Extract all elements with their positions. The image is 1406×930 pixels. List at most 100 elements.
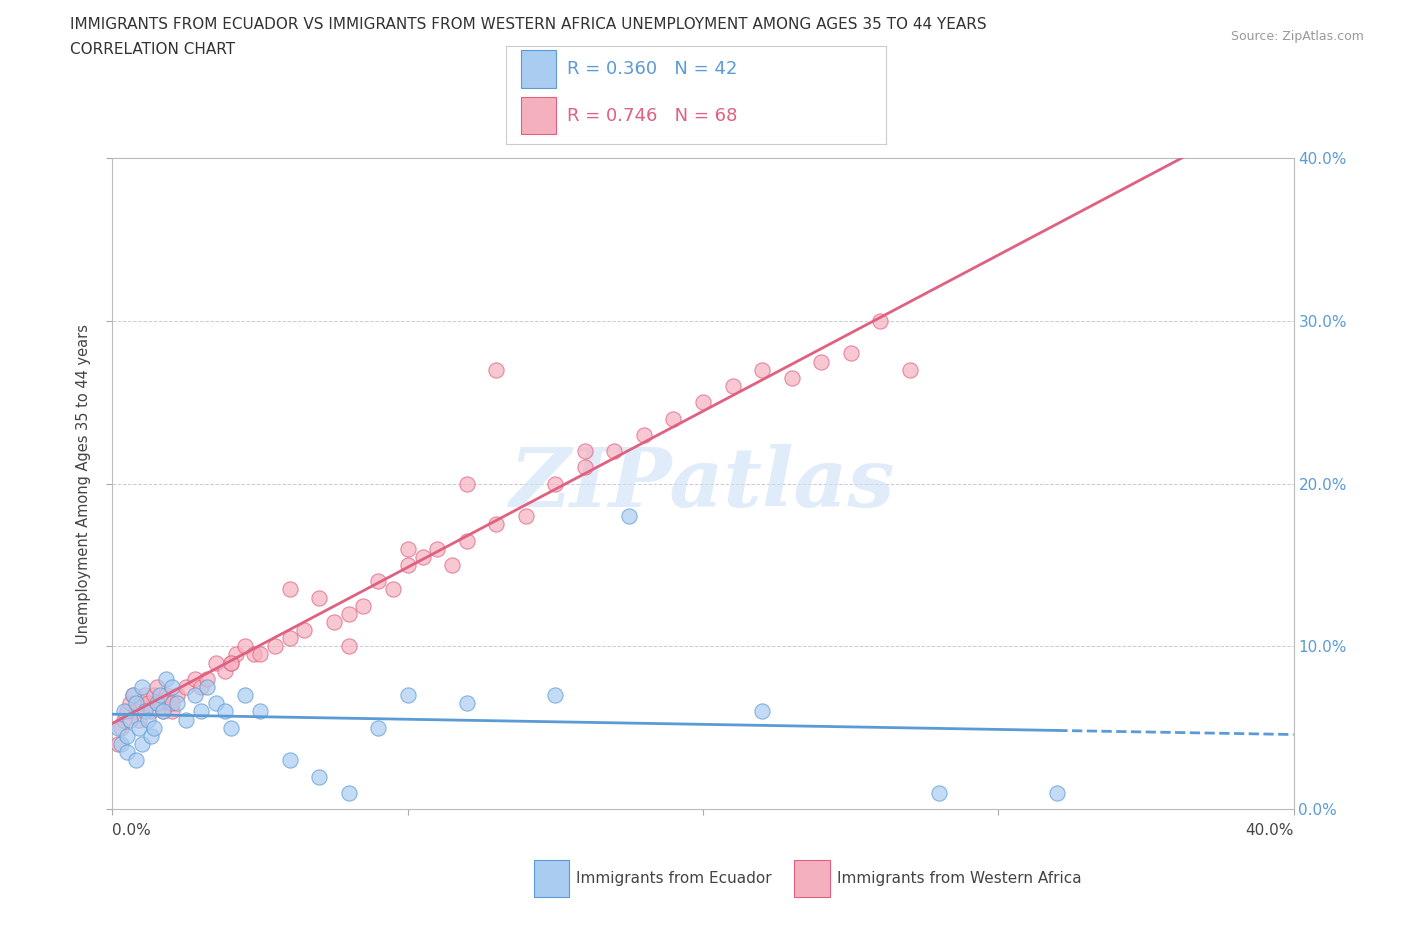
Point [160, 696, 183, 711]
Point [1046, 785, 1069, 800]
Point [152, 704, 174, 719]
Point [139, 704, 162, 719]
Point [149, 688, 172, 703]
Point [411, 550, 433, 565]
Point [603, 444, 626, 458]
Point [146, 680, 169, 695]
Point [352, 598, 374, 613]
Point [155, 688, 177, 703]
Point [142, 720, 165, 735]
Point [544, 688, 567, 703]
Point [233, 639, 256, 654]
Point [184, 671, 207, 686]
Text: Immigrants from Ecuador: Immigrants from Ecuador [576, 871, 772, 886]
Point [278, 753, 301, 768]
Point [721, 379, 744, 393]
Y-axis label: Unemployment Among Ages 35 to 44 years: Unemployment Among Ages 35 to 44 years [76, 324, 91, 644]
Point [125, 704, 148, 719]
Text: Immigrants from Western Africa: Immigrants from Western Africa [837, 871, 1081, 886]
Point [184, 688, 207, 703]
Point [249, 647, 271, 662]
Point [214, 704, 236, 719]
Point [195, 671, 218, 686]
Text: Source: ZipAtlas.com: Source: ZipAtlas.com [1230, 30, 1364, 43]
Text: IMMIGRANTS FROM ECUADOR VS IMMIGRANTS FROM WESTERN AFRICA UNEMPLOYMENT AMONG AGE: IMMIGRANTS FROM ECUADOR VS IMMIGRANTS FR… [70, 17, 987, 32]
Point [780, 370, 803, 385]
Point [122, 688, 145, 703]
Point [898, 363, 921, 378]
Point [117, 704, 138, 719]
Point [396, 558, 419, 573]
Point [149, 696, 172, 711]
Point [869, 313, 891, 328]
Point [152, 704, 174, 719]
Text: ZIPatlas: ZIPatlas [510, 444, 896, 524]
Point [139, 728, 162, 743]
Point [337, 639, 360, 654]
Point [110, 720, 132, 735]
Point [205, 696, 228, 711]
Point [219, 655, 242, 670]
Point [225, 647, 247, 662]
Point [190, 680, 212, 695]
Point [574, 460, 596, 474]
Point [174, 712, 197, 727]
Bar [522, 50, 555, 87]
Point [574, 444, 596, 458]
Point [619, 509, 641, 524]
Point [249, 704, 271, 719]
Point [117, 745, 138, 760]
Point [396, 541, 419, 556]
Point [662, 411, 685, 426]
Point [112, 712, 135, 727]
Point [928, 785, 950, 800]
Point [131, 696, 153, 711]
Point [219, 720, 242, 735]
Point [485, 363, 508, 378]
Point [134, 688, 156, 703]
Point [337, 606, 360, 621]
Point [382, 582, 405, 597]
Point [112, 704, 135, 719]
Point [751, 704, 773, 719]
Point [456, 533, 478, 548]
Text: R = 0.360   N = 42: R = 0.360 N = 42 [567, 60, 737, 78]
Point [122, 688, 145, 703]
Point [278, 582, 301, 597]
Point [134, 704, 156, 719]
Point [190, 704, 212, 719]
Point [308, 769, 330, 784]
Point [278, 631, 301, 645]
Point [131, 737, 153, 751]
Text: 40.0%: 40.0% [1246, 823, 1294, 838]
Point [367, 720, 389, 735]
Point [107, 720, 129, 735]
Point [839, 346, 862, 361]
Point [157, 696, 180, 711]
Point [219, 655, 242, 670]
Point [142, 688, 165, 703]
Point [136, 712, 159, 727]
Text: CORRELATION CHART: CORRELATION CHART [70, 42, 235, 57]
Point [110, 737, 132, 751]
Point [692, 394, 714, 409]
Point [146, 696, 169, 711]
Point [243, 647, 266, 662]
Point [308, 590, 330, 604]
Point [117, 728, 138, 743]
Point [441, 558, 464, 573]
Point [456, 696, 478, 711]
Point [426, 541, 449, 556]
Point [396, 688, 419, 703]
Bar [522, 98, 555, 135]
Point [107, 737, 129, 751]
Point [166, 696, 188, 711]
Point [131, 680, 153, 695]
Text: R = 0.746   N = 68: R = 0.746 N = 68 [567, 107, 737, 125]
Point [323, 615, 346, 630]
Point [367, 574, 389, 589]
Point [120, 712, 142, 727]
Point [337, 785, 360, 800]
Point [633, 428, 655, 443]
Point [136, 696, 159, 711]
